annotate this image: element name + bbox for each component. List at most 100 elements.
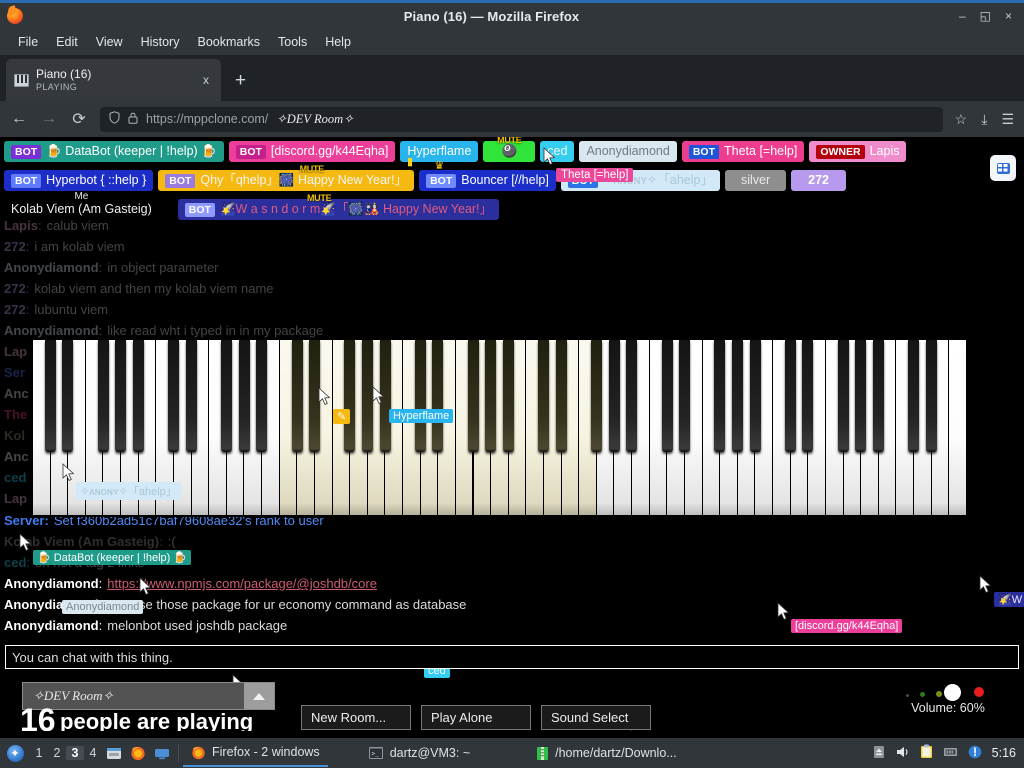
taskbar-task-firefox[interactable]: Firefox - 2 windows [183, 739, 328, 767]
participant-wasndorm[interactable]: BOT 🌠W a s n d o r m🌠「🎆🎎 Happy New Year!… [177, 193, 500, 220]
taskbar-task-terminal[interactable]: >_ dartz@VM3: ~ [360, 739, 478, 767]
piano-black-key[interactable] [908, 340, 920, 452]
reload-button[interactable]: ⟳ [72, 111, 86, 128]
play-alone-button[interactable]: Play Alone [421, 705, 531, 730]
piano-black-key[interactable] [344, 340, 356, 452]
participant-272[interactable]: 272 [791, 170, 846, 191]
maximize-button[interactable]: ◱ [979, 9, 991, 23]
desktop-3[interactable]: 3 [66, 746, 84, 760]
new-room-button[interactable]: New Room... [301, 705, 411, 730]
network-icon[interactable] [943, 745, 958, 762]
eject-icon[interactable] [873, 745, 885, 762]
participant-theta[interactable]: BOT Theta [=help] [681, 141, 805, 162]
piano-black-key[interactable] [714, 340, 726, 452]
participant-silver[interactable]: silver [724, 170, 787, 191]
app-menu-icon[interactable]: ☰ [1001, 110, 1014, 127]
piano-black-key[interactable] [538, 340, 550, 452]
desktop-4[interactable]: 4 [89, 746, 97, 760]
piano-black-key[interactable] [256, 340, 268, 452]
update-icon[interactable] [968, 745, 982, 762]
chat-link[interactable]: https://www.npmjs.com/package/@joshdb/co… [107, 576, 377, 591]
piano-black-key[interactable] [467, 340, 479, 452]
participant-lapis[interactable]: OWNER Lapis [809, 141, 907, 162]
forward-button[interactable]: → [41, 110, 57, 127]
menu-tools[interactable]: Tools [278, 35, 308, 49]
bookmark-star-icon[interactable]: ☆ [954, 110, 968, 127]
piano-black-key[interactable] [855, 340, 867, 452]
piano-black-key[interactable] [221, 340, 233, 452]
piano-black-key[interactable] [44, 340, 56, 452]
participant-discord-bot[interactable]: BOT [discord.gg/k44Eqha] [228, 141, 396, 162]
tab-piano[interactable]: Piano (16) PLAYING x [6, 59, 221, 101]
display-settings-launcher-icon[interactable] [150, 747, 174, 760]
piano-black-key[interactable] [309, 340, 321, 452]
piano-black-key[interactable] [661, 340, 673, 452]
piano-white-key[interactable] [949, 340, 967, 517]
menu-view[interactable]: View [95, 35, 123, 49]
piano-black-key[interactable] [732, 340, 743, 452]
tab-close-icon[interactable]: x [203, 73, 209, 87]
participant-databot[interactable]: BOT 🍺 DataBot (keeper | !help) 🍺 [4, 141, 224, 162]
room-select[interactable]: ✧DEV Room✧ [22, 682, 275, 710]
menu-edit[interactable]: Edit [56, 35, 78, 49]
piano-black-key[interactable] [379, 340, 391, 452]
firefox-launcher-icon[interactable] [126, 745, 150, 761]
piano-black-key[interactable] [291, 340, 303, 452]
piano-black-key[interactable] [749, 340, 761, 452]
piano-black-key[interactable] [115, 340, 127, 452]
volume-icon[interactable] [895, 745, 910, 762]
menu-file[interactable]: File [18, 35, 39, 49]
taskbar-task-downloads[interactable]: /home/dartz/Downlo... [528, 739, 685, 767]
participant-bouncer[interactable]: BOT Bouncer [//help] [419, 170, 556, 191]
minimize-button[interactable]: – [958, 9, 966, 23]
participant-hyperbot[interactable]: BOT Hyperbot { ::help } [4, 170, 154, 191]
sound-select-button[interactable]: Sound Select [541, 705, 651, 730]
piano-keyboard[interactable] [33, 340, 967, 517]
piano-black-key[interactable] [608, 340, 620, 452]
participant-me-kolab-viem[interactable]: Me Kolab Viem (Am Gasteig) [4, 191, 159, 220]
piano-black-key[interactable] [168, 340, 180, 452]
desktop-2[interactable]: 2 [53, 746, 61, 760]
address-bar[interactable]: https://mppclone.com/ ✧DEV Room✧ [100, 106, 943, 132]
tooltip-theta: Theta [=help] [556, 168, 634, 182]
piano-black-key[interactable] [784, 340, 796, 452]
piano-black-key[interactable] [185, 340, 197, 452]
new-tab-button[interactable]: + [235, 70, 247, 91]
extension-widget-icon[interactable] [990, 155, 1016, 181]
participant-eightball[interactable]: MUTE 🎱 [483, 137, 536, 162]
volume-control[interactable]: Volume: 60% [888, 683, 1008, 715]
volume-slider[interactable] [888, 683, 1008, 703]
start-menu-button[interactable]: ✦ [0, 744, 30, 762]
piano-black-key[interactable] [837, 340, 849, 452]
participant-hyperflame[interactable]: Hyperflame ♛ [400, 141, 479, 172]
room-select-arrow-icon[interactable] [244, 683, 274, 709]
piano-black-key[interactable] [872, 340, 884, 452]
piano-black-key[interactable] [591, 340, 603, 452]
piano-black-key[interactable] [555, 340, 567, 452]
piano-black-key[interactable] [925, 340, 937, 452]
menu-history[interactable]: History [140, 35, 180, 49]
menu-bookmarks[interactable]: Bookmarks [197, 35, 261, 49]
close-button[interactable]: × [1004, 9, 1012, 23]
piano-black-key[interactable] [62, 340, 74, 452]
piano-black-key[interactable] [132, 340, 144, 452]
file-manager-launcher-icon[interactable] [102, 746, 126, 760]
piano-black-key[interactable] [432, 340, 444, 452]
participant-anonydiamond[interactable]: Anonydiamond [579, 141, 677, 162]
piano-black-key[interactable] [502, 340, 514, 452]
piano-black-key[interactable] [679, 340, 691, 452]
downloads-icon[interactable]: ⤓ [981, 110, 988, 127]
menu-help[interactable]: Help [325, 35, 351, 49]
piano-black-key[interactable] [802, 340, 814, 452]
piano-black-key[interactable] [238, 340, 250, 452]
piano-black-key[interactable] [361, 340, 373, 452]
desktop-1[interactable]: 1 [35, 746, 43, 760]
chat-input[interactable] [5, 645, 1019, 669]
piano-black-key[interactable] [414, 340, 426, 452]
piano-black-key[interactable] [626, 340, 638, 452]
piano-black-key[interactable] [97, 340, 109, 452]
piano-black-key[interactable] [485, 340, 497, 452]
participant-qhy[interactable]: BOT Qhy「qhelp」🎆 Happy New Year!」 MUTE ▮ [158, 157, 415, 191]
clipboard-icon[interactable] [920, 744, 933, 762]
back-button[interactable]: ← [11, 110, 27, 127]
